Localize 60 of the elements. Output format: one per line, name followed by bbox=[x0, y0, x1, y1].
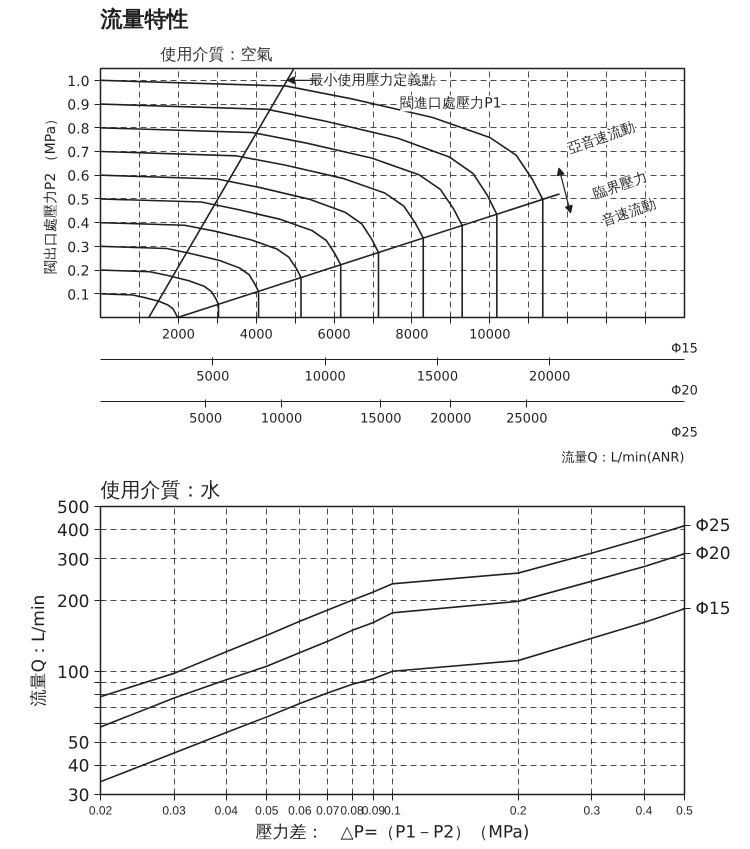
x2-tick-label: 5000 bbox=[196, 370, 230, 384]
y-axis-title: 流量Q：L/min bbox=[29, 594, 50, 706]
x-tick-label: 0.06 bbox=[288, 804, 312, 818]
x2-axis-title: Φ20 bbox=[671, 384, 698, 398]
x-axis-title: Φ15 bbox=[671, 342, 698, 356]
x-tick-label: 10000 bbox=[469, 328, 511, 342]
text: 10000 bbox=[260, 412, 302, 426]
legend-label: Φ20 bbox=[696, 544, 731, 564]
text: 5000 bbox=[189, 412, 222, 426]
text: 15000 bbox=[360, 412, 402, 426]
x-tick-label: 0.09 bbox=[362, 804, 386, 818]
text: 流量Q：L/min(ANR) bbox=[561, 450, 685, 466]
y-tick-label: 0.6 bbox=[67, 168, 90, 185]
y-tick-label: 0.7 bbox=[67, 145, 90, 161]
y-tick-label: 300 bbox=[57, 550, 90, 570]
chart-title: 使用介質：水 bbox=[100, 478, 220, 502]
x-tick-label: 0.05 bbox=[255, 804, 279, 818]
y-tick-label: 0.4 bbox=[67, 216, 90, 232]
chart-subtitle: 使用介質：空氣 bbox=[160, 44, 272, 64]
chart-title: 流量特性 bbox=[100, 6, 188, 32]
y-tick-label: 0.2 bbox=[67, 264, 90, 280]
x-tick-label: 0.02 bbox=[88, 804, 113, 818]
y-tick-label: 0.5 bbox=[67, 192, 90, 208]
y-tick-label: 40 bbox=[68, 756, 90, 777]
x-tick-label: 0.07 bbox=[316, 804, 340, 818]
y-axis-title: 閥出口處壓力P2 （MPa） bbox=[43, 112, 60, 274]
annotation: 亞音速流動 bbox=[566, 119, 638, 158]
y-tick-label: 1.0 bbox=[67, 74, 90, 90]
x-tick-label: 0.03 bbox=[162, 804, 186, 818]
x-tick-label: 0.04 bbox=[214, 804, 238, 818]
x-tick-label: 0.08 bbox=[340, 804, 364, 818]
y-tick-label: 0.1 bbox=[67, 287, 90, 304]
x-axis-title: 壓力差： △P=（P1－P2）（MPa) bbox=[256, 822, 530, 842]
x-tick-label: 0.5 bbox=[676, 804, 694, 818]
y-tick-label: 400 bbox=[57, 520, 90, 541]
x-tick-label: 0.3 bbox=[583, 804, 600, 818]
y-tick-label: 0.9 bbox=[67, 98, 90, 114]
text: Φ25 bbox=[671, 426, 698, 440]
x-tick-label: 6000 bbox=[318, 328, 351, 342]
y-tick-label: 50 bbox=[68, 734, 90, 754]
legend-label: Φ15 bbox=[696, 598, 731, 619]
x-tick-label: 0.1 bbox=[384, 804, 402, 818]
text: 25000 bbox=[506, 412, 548, 426]
y-tick-label: 0.3 bbox=[67, 240, 90, 256]
y-tick-label: 0.8 bbox=[67, 121, 90, 138]
y-tick-label: 100 bbox=[57, 662, 90, 683]
x-tick-label: 0.2 bbox=[510, 804, 527, 818]
x-tick-label: 8000 bbox=[395, 328, 429, 342]
x-tick-label: 4000 bbox=[240, 328, 273, 342]
x2-tick-label: 10000 bbox=[304, 370, 346, 384]
legend-label: Φ25 bbox=[696, 516, 731, 536]
y-tick-label: 200 bbox=[57, 592, 90, 612]
x-tick-label: 2000 bbox=[162, 328, 195, 342]
text: 20000 bbox=[430, 412, 472, 426]
y-tick-label: 500 bbox=[57, 498, 90, 518]
x2-tick-label: 20000 bbox=[529, 370, 570, 384]
annotation: 閥進口處壓力P1 bbox=[400, 95, 502, 112]
x2-tick-label: 15000 bbox=[416, 370, 458, 384]
y-tick-label: 30 bbox=[68, 786, 90, 806]
x-tick-label: 0.4 bbox=[636, 804, 653, 818]
